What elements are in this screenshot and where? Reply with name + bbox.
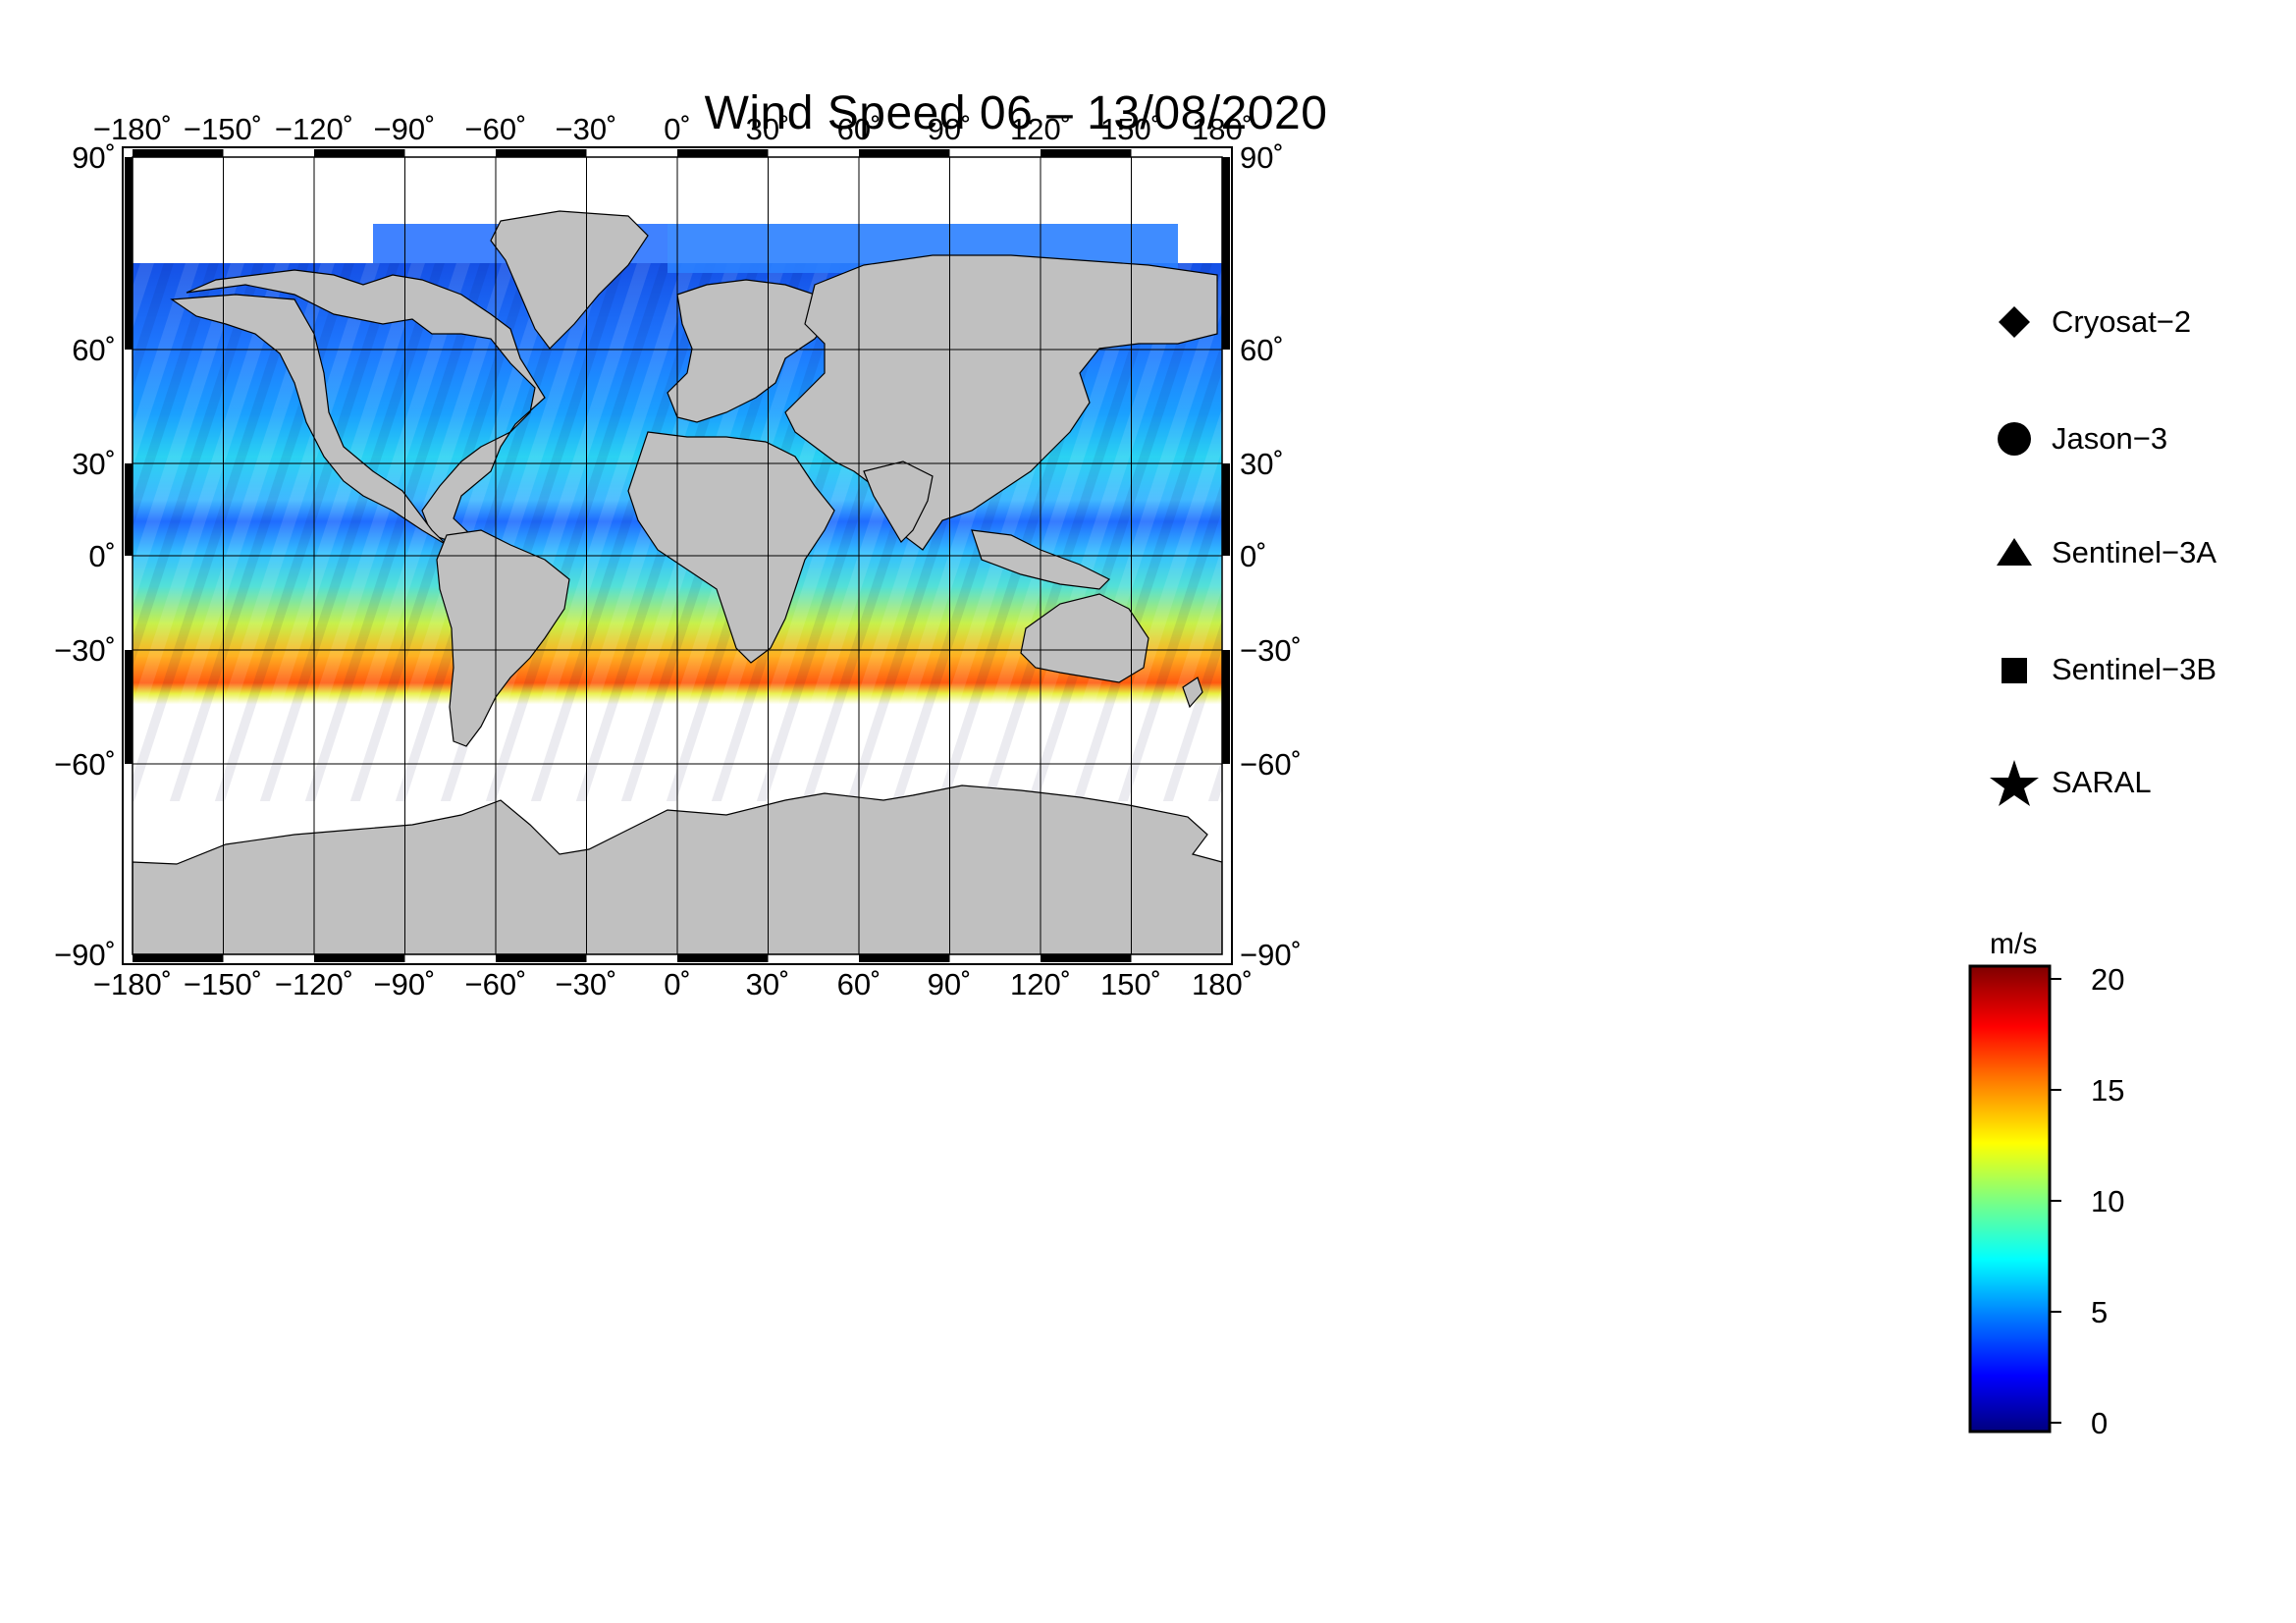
y-tick-label: −30˚ <box>1240 633 1302 668</box>
x-tick-label: −180˚ <box>93 112 172 146</box>
x-tick-label: 30˚ <box>746 967 790 1001</box>
legend-symbols <box>1990 306 2039 806</box>
x-tick-label: −60˚ <box>465 112 527 146</box>
x-tick-label: 150˚ <box>1100 112 1161 146</box>
legend-label: Jason−3 <box>2052 421 2168 456</box>
y-tick-label: 60˚ <box>72 333 116 367</box>
y-tick-label: 30˚ <box>1240 447 1284 481</box>
legend-item-sentinel-3b: Sentinel−3B <box>1993 645 2216 694</box>
x-tick-label: 90˚ <box>928 967 972 1001</box>
colorbar-unit-label: m/s <box>1990 928 2038 960</box>
square-icon <box>2002 658 2027 683</box>
x-tick-label: 0˚ <box>664 112 691 146</box>
legend-label: Sentinel−3A <box>2052 535 2217 569</box>
y-tick-label: 60˚ <box>1240 333 1284 367</box>
x-tick-label: −60˚ <box>465 967 527 1001</box>
europe-land <box>667 279 835 423</box>
y-tick-label: 30˚ <box>72 447 116 481</box>
new-zealand-land <box>1182 676 1203 709</box>
x-tick-label: −30˚ <box>556 967 617 1001</box>
colorbar-tick-label: 5 <box>2091 1295 2109 1329</box>
y-tick-label: 90˚ <box>72 140 116 175</box>
x-tick-label: 120˚ <box>1010 112 1071 146</box>
colorbar-gradient <box>1968 964 2052 1434</box>
x-tick-label: 180˚ <box>1192 967 1253 1001</box>
y-tick-label: −60˚ <box>54 747 116 782</box>
x-tick-labels-bottom: −180˚ −150˚ −120˚ −90˚ −60˚ −30˚ 0˚ 30˚ … <box>93 967 1253 1001</box>
diamond-icon <box>1999 306 2030 338</box>
map-frame <box>122 146 1233 965</box>
x-tick-label: 30˚ <box>746 112 790 146</box>
colorbar-tick-label: 0 <box>2091 1406 2109 1440</box>
legend-item-jason: Jason−3 <box>1993 414 2167 463</box>
y-tick-label: −90˚ <box>54 938 116 972</box>
legend-label: SARAL <box>2052 765 2152 799</box>
x-tick-label: 60˚ <box>837 112 881 146</box>
x-tick-label: −180˚ <box>93 967 172 1001</box>
legend-item-cryosat: Cryosat−2 <box>1993 298 2191 347</box>
x-tick-label: −120˚ <box>275 967 353 1001</box>
x-tick-label: 120˚ <box>1010 967 1071 1001</box>
triangle-icon <box>1997 538 2032 566</box>
x-tick-label: −120˚ <box>275 112 353 146</box>
y-tick-label: 0˚ <box>88 539 116 573</box>
graticule <box>133 157 1222 954</box>
y-tick-labels-right: 90˚ 60˚ 30˚ 0˚ −30˚ −60˚ −90˚ <box>1240 140 1302 972</box>
india-land <box>863 460 934 543</box>
legend-item-sentinel-3a: Sentinel−3A <box>1993 528 2216 577</box>
x-tick-label: −90˚ <box>374 967 436 1001</box>
y-tick-label: −90˚ <box>1240 938 1302 972</box>
legend-label: Sentinel−3B <box>2052 652 2217 686</box>
y-tick-label: −60˚ <box>1240 747 1302 782</box>
y-tick-label: 0˚ <box>1240 539 1267 573</box>
colorbar <box>1968 964 2061 1434</box>
x-tick-label: 180˚ <box>1192 112 1253 146</box>
colorbar-ticks <box>2050 978 2061 1424</box>
x-tick-label: −150˚ <box>184 967 262 1001</box>
x-tick-labels-top: −180˚ −150˚ −120˚ −90˚ −60˚ −30˚ 0˚ 30˚ … <box>93 112 1253 146</box>
x-tick-label: 60˚ <box>837 967 881 1001</box>
x-tick-label: −30˚ <box>556 112 617 146</box>
y-tick-label: −30˚ <box>54 633 116 668</box>
x-tick-label: −150˚ <box>184 112 262 146</box>
x-tick-label: −90˚ <box>374 112 436 146</box>
colorbar-tick-label: 15 <box>2091 1073 2125 1108</box>
map-title: Wind Speed 06 – 13/08/2020 <box>704 87 1328 139</box>
north-america-west-land <box>170 294 448 546</box>
africa-land <box>627 431 835 664</box>
legend-label: Cryosat−2 <box>2052 304 2192 339</box>
x-tick-label: 90˚ <box>928 112 972 146</box>
colorbar-tick-label: 20 <box>2091 962 2125 997</box>
greenland-land <box>490 210 649 350</box>
x-tick-label: 150˚ <box>1100 967 1161 1001</box>
y-tick-label: 90˚ <box>1240 140 1284 175</box>
legend-item-saral: SARAL <box>1993 758 2152 807</box>
x-tick-label: 0˚ <box>664 967 691 1001</box>
star-icon <box>1990 760 2039 806</box>
colorbar-tick-label: 10 <box>2091 1184 2125 1218</box>
circle-icon <box>1998 422 2031 456</box>
y-tick-labels-left: 90˚ 60˚ 30˚ 0˚ −30˚ −60˚ −90˚ <box>54 140 116 972</box>
